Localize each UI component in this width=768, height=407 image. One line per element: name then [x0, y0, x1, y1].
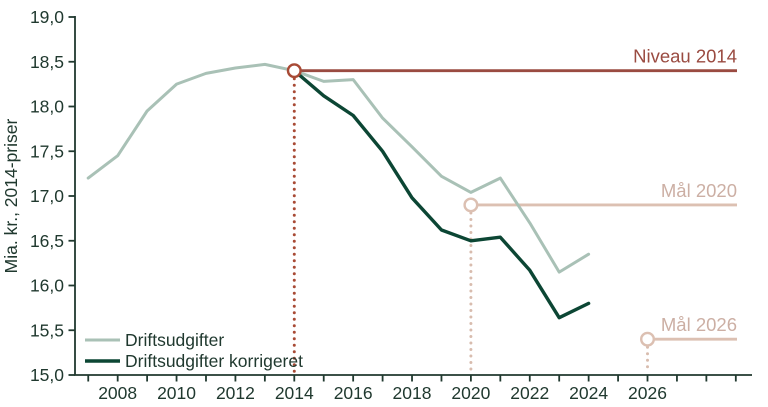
y-tick-label: 17,0 — [30, 186, 64, 206]
x-tick-label: 2020 — [451, 383, 490, 403]
x-tick-label: 2016 — [334, 383, 373, 403]
ref-label-maal-2020: Mål 2020 — [661, 180, 737, 201]
x-tick-label: 2014 — [275, 383, 314, 403]
y-tick-label: 16,0 — [30, 276, 64, 296]
legend-label-0: Driftsudgifter — [125, 330, 224, 350]
x-tick-label: 2022 — [510, 383, 549, 403]
y-axis-title: Mia. kr., 2014-priser — [1, 119, 21, 274]
x-tick-label: 2010 — [157, 383, 196, 403]
legend-label-1: Driftsudgifter korrigeret — [125, 351, 303, 371]
y-tick-label: 15,0 — [30, 365, 64, 385]
x-tick-label: 2024 — [569, 383, 608, 403]
y-tick-label: 17,5 — [30, 141, 64, 161]
ref-marker-maal-2020 — [463, 197, 479, 213]
y-tick-label: 18,5 — [30, 52, 64, 72]
chart-plot-area: 15,0 15,5 16,0 16,5 17,0 17,5 18,0 18,5 19,0 2008… — [30, 7, 752, 403]
x-tick-label: 2012 — [216, 383, 255, 403]
series-line-0 — [86, 62, 591, 274]
x-tick-label: 2018 — [393, 383, 432, 403]
ref-marker-maal-2026 — [640, 331, 656, 347]
y-tick-label: 16,5 — [30, 231, 64, 251]
ref-marker-niveau-2014 — [286, 63, 302, 79]
ref-label-maal-2026: Mål 2026 — [661, 314, 737, 335]
x-tick-label: 2026 — [628, 383, 667, 403]
y-tick-label: 15,5 — [30, 320, 64, 340]
y-tick-label: 19,0 — [30, 7, 64, 27]
x-tick-label: 2008 — [98, 383, 137, 403]
y-tick-label: 18,0 — [30, 97, 64, 117]
ref-label-niveau-2014: Niveau 2014 — [633, 46, 737, 67]
series-line-1 — [292, 68, 591, 320]
